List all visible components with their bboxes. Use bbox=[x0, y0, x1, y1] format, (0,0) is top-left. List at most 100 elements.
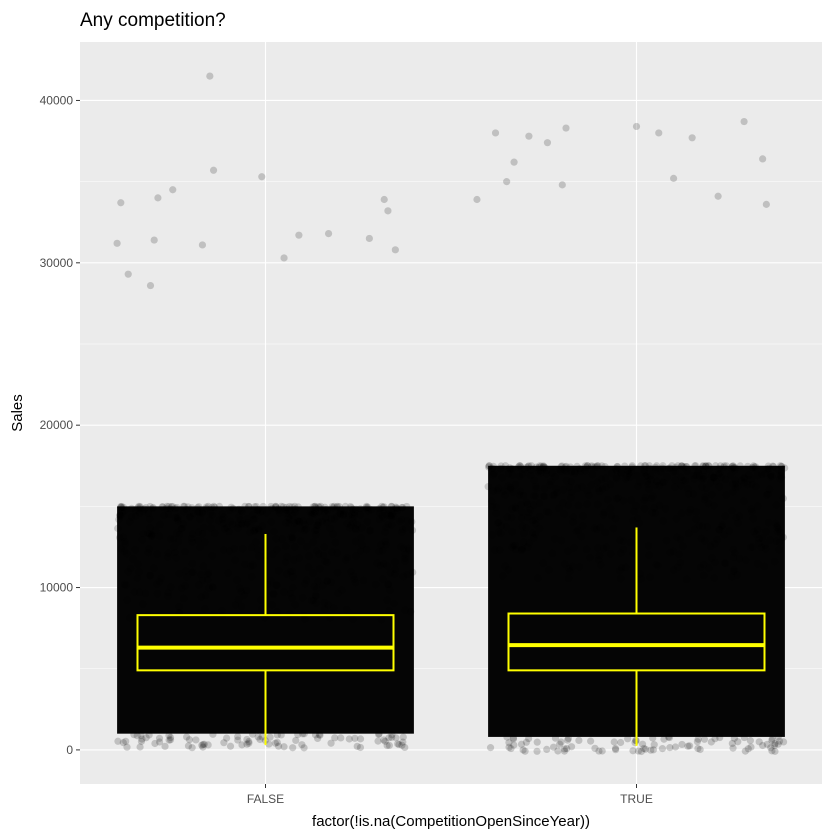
data-point bbox=[209, 730, 217, 738]
data-point bbox=[336, 509, 344, 517]
data-point bbox=[382, 523, 390, 531]
data-point bbox=[323, 519, 331, 527]
data-point bbox=[392, 734, 400, 742]
data-point bbox=[389, 512, 398, 521]
data-point bbox=[165, 731, 173, 740]
data-point bbox=[145, 545, 153, 553]
data-point bbox=[391, 570, 399, 578]
data-point bbox=[399, 544, 408, 552]
data-point bbox=[519, 491, 528, 500]
data-point bbox=[146, 502, 154, 511]
data-point bbox=[401, 554, 409, 562]
data-point bbox=[532, 482, 540, 490]
data-point bbox=[575, 736, 583, 745]
data-point bbox=[243, 740, 251, 748]
data-point bbox=[155, 578, 164, 586]
data-point bbox=[562, 477, 571, 485]
data-point bbox=[241, 502, 249, 510]
data-point bbox=[179, 520, 187, 528]
data-point bbox=[699, 462, 707, 470]
data-point bbox=[530, 492, 538, 500]
data-point bbox=[648, 494, 656, 502]
data-point bbox=[611, 514, 620, 523]
data-point bbox=[270, 590, 278, 598]
data-point bbox=[375, 730, 383, 738]
data-point bbox=[281, 558, 290, 566]
data-point bbox=[779, 494, 787, 503]
data-point bbox=[315, 504, 324, 512]
data-point bbox=[384, 509, 393, 517]
data-point bbox=[198, 530, 206, 538]
data-point bbox=[606, 504, 615, 512]
data-point bbox=[267, 518, 275, 526]
data-point bbox=[166, 583, 175, 591]
data-point bbox=[155, 532, 164, 540]
data-point bbox=[677, 509, 686, 517]
data-point bbox=[645, 485, 653, 493]
data-point bbox=[497, 464, 505, 473]
data-point bbox=[374, 737, 382, 745]
data-point bbox=[629, 550, 637, 558]
data-point bbox=[165, 736, 173, 744]
data-point bbox=[567, 743, 576, 751]
data-point bbox=[764, 490, 772, 498]
data-point bbox=[130, 731, 138, 739]
data-point bbox=[629, 747, 637, 755]
x-axis-title: factor(!is.na(CompetitionOpenSinceYear)) bbox=[312, 813, 590, 830]
data-point bbox=[194, 504, 202, 512]
data-point bbox=[359, 576, 367, 585]
data-point bbox=[671, 743, 680, 751]
data-point bbox=[621, 462, 629, 470]
data-point bbox=[645, 462, 653, 470]
data-point bbox=[607, 469, 616, 477]
data-point bbox=[772, 501, 781, 509]
data-point bbox=[778, 462, 786, 470]
data-point bbox=[328, 502, 336, 511]
data-point bbox=[732, 480, 740, 488]
data-point bbox=[695, 472, 704, 480]
data-point bbox=[655, 482, 663, 490]
data-point bbox=[133, 732, 141, 740]
data-point bbox=[779, 533, 787, 541]
data-point bbox=[522, 524, 530, 532]
data-point bbox=[315, 502, 323, 511]
data-point bbox=[356, 735, 365, 743]
data-point bbox=[594, 544, 602, 552]
data-point bbox=[585, 491, 593, 499]
data-point bbox=[239, 545, 247, 553]
data-point bbox=[518, 544, 527, 552]
data-point bbox=[597, 561, 605, 569]
data-point bbox=[366, 527, 374, 535]
data-point bbox=[740, 474, 748, 482]
data-point bbox=[774, 733, 782, 741]
data-point bbox=[507, 744, 515, 753]
data-point bbox=[508, 505, 516, 513]
data-point bbox=[688, 134, 696, 142]
data-point bbox=[728, 739, 736, 748]
data-point bbox=[575, 563, 584, 571]
data-point bbox=[650, 741, 658, 749]
data-point bbox=[540, 463, 548, 471]
data-point bbox=[744, 462, 752, 470]
data-point bbox=[678, 462, 686, 470]
data-point bbox=[696, 745, 704, 754]
data-point bbox=[525, 509, 533, 517]
data-point bbox=[489, 471, 497, 479]
data-point bbox=[251, 503, 259, 511]
data-point bbox=[309, 569, 317, 577]
data-point bbox=[761, 469, 769, 478]
data-point bbox=[498, 474, 506, 482]
data-point bbox=[234, 520, 243, 528]
data-point bbox=[207, 524, 215, 532]
data-point bbox=[254, 546, 262, 554]
data-point bbox=[282, 509, 291, 517]
data-point bbox=[659, 462, 667, 470]
data-point bbox=[364, 507, 372, 515]
data-point bbox=[397, 543, 405, 551]
data-point bbox=[632, 122, 641, 131]
data-point bbox=[700, 472, 708, 481]
data-point bbox=[387, 502, 396, 511]
data-point bbox=[761, 541, 769, 549]
data-point bbox=[568, 562, 576, 571]
